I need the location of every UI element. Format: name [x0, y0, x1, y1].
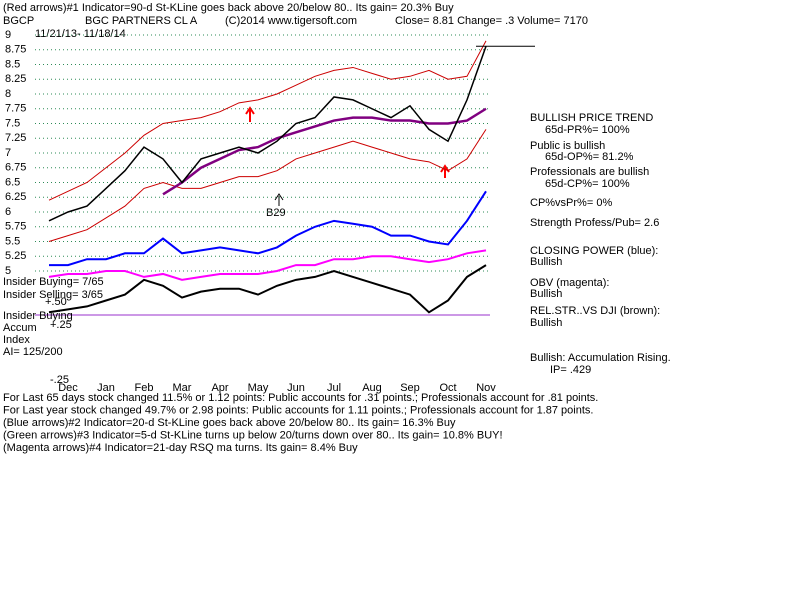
- y-tick-label: 6.5: [5, 176, 20, 188]
- right-panel-text: BULLISH PRICE TREND: [530, 112, 653, 124]
- x-tick-label: Sep: [400, 382, 420, 394]
- y-tick-label: 5.75: [5, 221, 26, 233]
- footer-line: For Last year stock changed 49.7% or 2.9…: [3, 404, 593, 416]
- series-line: [48, 40, 487, 201]
- series-line: [48, 249, 487, 281]
- quote: Close= 8.81 Change= .3 Volume= 7170: [395, 15, 588, 27]
- left-label: Insider Selling= 3/65: [3, 289, 103, 301]
- y-tick-label: 5: [5, 265, 11, 277]
- right-panel-text: Bullish: [530, 256, 562, 268]
- y-tick-label: 7.25: [5, 132, 26, 144]
- footer-line: (Blue arrows)#2 Indicator=20-d St-KLine …: [3, 417, 456, 429]
- x-tick-label: Dec: [58, 382, 78, 394]
- x-tick-label: Feb: [135, 382, 154, 394]
- footer-line: (Magenta arrows)#4 Indicator=21-day RSQ …: [3, 442, 358, 454]
- left-label: -.25: [50, 374, 69, 386]
- right-panel-text: Strength Profess/Pub= 2.6: [530, 217, 659, 229]
- y-tick-label: 8.5: [5, 58, 20, 70]
- footer-line: (Green arrows)#3 Indicator=5-d St-KLine …: [3, 429, 503, 441]
- y-tick-label: 6: [5, 206, 11, 218]
- right-panel-text: REL.STR..VS DJI (brown):: [530, 305, 660, 317]
- left-label: AI= 125/200: [3, 346, 63, 358]
- x-tick-label: Jan: [97, 382, 115, 394]
- y-tick-label: 6.75: [5, 162, 26, 174]
- right-panel-text: OBV (magenta):: [530, 277, 609, 289]
- x-tick-label: Mar: [173, 382, 192, 394]
- left-label: +.50: [45, 296, 67, 308]
- y-tick-label: 6.25: [5, 191, 26, 203]
- left-label: Index: [3, 334, 30, 346]
- right-panel-text: Bullish: [530, 317, 562, 329]
- left-label: Insider Buying: [3, 310, 73, 322]
- x-tick-label: Aug: [362, 382, 382, 394]
- y-tick-label: 7.75: [5, 103, 26, 115]
- series-line: [48, 45, 487, 222]
- company: BGC PARTNERS CL A: [85, 15, 198, 27]
- footer-line: For Last 65 days stock changed 11.5% or …: [3, 392, 598, 404]
- right-panel-text: IP= .429: [550, 364, 591, 376]
- y-tick-label: 8: [5, 88, 11, 100]
- y-tick-label: 9: [5, 29, 11, 41]
- x-tick-label: Jul: [327, 382, 341, 394]
- y-tick-label: 8.75: [5, 44, 26, 56]
- right-panel-text: 65d-OP%= 81.2%: [545, 151, 634, 163]
- left-label: +.25: [50, 319, 72, 331]
- x-tick-label: Apr: [211, 382, 228, 394]
- right-panel-text: 65d-CP%= 100%: [545, 178, 630, 190]
- right-panel-text: Professionals are bullish: [530, 166, 649, 178]
- indicator-line: (Red arrows)#1 Indicator=90-d St-KLine g…: [3, 2, 454, 14]
- symbol: BGCP: [3, 15, 34, 27]
- right-panel-text: Bullish: Accumulation Rising.: [530, 352, 671, 364]
- y-tick-label: 5.5: [5, 235, 20, 247]
- y-tick-label: 8.25: [5, 73, 26, 85]
- left-label: Insider Buying= 7/65: [3, 276, 104, 288]
- red-arrow: [245, 106, 255, 122]
- annotation: B29: [266, 207, 286, 219]
- x-tick-label: Oct: [439, 382, 456, 394]
- right-panel-text: CLOSING POWER (blue):: [530, 245, 658, 257]
- series-line: [48, 129, 487, 242]
- right-panel-text: Bullish: [530, 288, 562, 300]
- right-panel-text: Public is bullish: [530, 140, 605, 152]
- y-tick-label: 5.25: [5, 250, 26, 262]
- x-tick-label: Nov: [476, 382, 496, 394]
- series-line: [162, 107, 487, 196]
- y-tick-label: 7.5: [5, 117, 20, 129]
- date-range: 11/21/13- 11/18/14: [35, 28, 126, 40]
- right-panel-text: 65d-PR%= 100%: [545, 124, 630, 136]
- series-line: [49, 190, 487, 267]
- right-panel-text: CP%vsPr%= 0%: [530, 197, 612, 209]
- left-label: Accum: [3, 322, 37, 334]
- x-tick-label: May: [248, 382, 269, 394]
- copyright: (C)2014 www.tigersoft.com: [225, 15, 357, 27]
- x-tick-label: Jun: [287, 382, 305, 394]
- series-line: [48, 264, 487, 314]
- y-tick-label: 7: [5, 147, 11, 159]
